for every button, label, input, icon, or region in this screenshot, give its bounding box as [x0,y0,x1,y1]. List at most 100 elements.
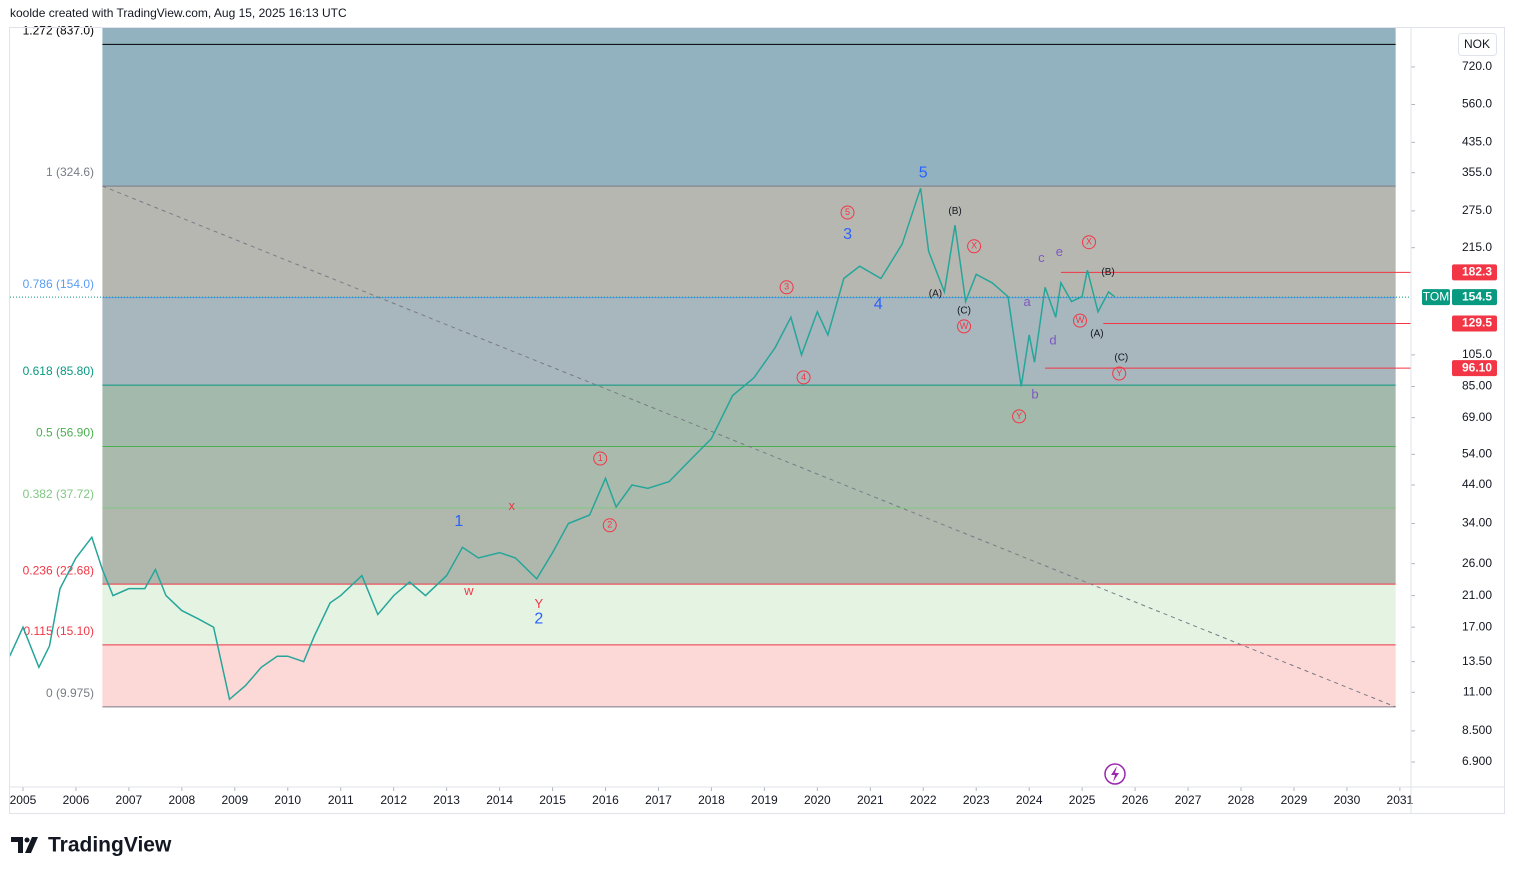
wave-label: 5 [919,164,928,181]
x-tick-label: 2019 [751,793,778,807]
wave-label: e [1056,244,1063,259]
fib-band [102,644,1396,707]
wave-label: w [463,583,474,598]
wave-label: (B) [948,206,961,217]
last-price-label: 154.5 [1462,289,1492,303]
fib-label: 0.618 (85.80) [23,364,94,378]
x-tick-label: 2014 [486,793,513,807]
x-tick-label: 2015 [539,793,566,807]
fib-band [102,28,1396,187]
x-tick-label: 2016 [592,793,619,807]
series-layer [9,187,1116,701]
wave-label: d [1049,333,1056,348]
x-tick-label: 2021 [857,793,884,807]
fib-label: 0.236 (22.68) [23,563,94,577]
wave-circle [957,319,972,334]
wave-label: 3 [784,282,789,292]
logo[interactable] [11,837,38,853]
y-tick-label: 560.0 [1462,97,1492,111]
fib-band [102,186,1396,298]
price-tag [1452,264,1497,281]
currency-box[interactable] [1458,33,1497,56]
wave-circle [840,205,855,220]
last-price-tag [1452,289,1497,306]
y-tick-label: 17.00 [1462,619,1492,633]
ticker: TOM [1423,289,1449,303]
price-tag [1452,360,1497,377]
wave-label: W [1076,315,1085,325]
y-tick-label: 8.500 [1462,723,1492,737]
x-tick-label: 2011 [328,793,354,807]
y-tick-label: 275.0 [1462,203,1492,217]
y-tick-label: 6.900 [1462,754,1492,768]
wave-circle [593,451,608,466]
x-tick-label: 2007 [116,793,143,807]
x-tick-label: 2008 [168,793,195,807]
price-tag-label: 96.10 [1462,360,1492,374]
x-tick-label: 2009 [221,793,248,807]
wave-label: Y [1016,411,1022,421]
y-tick-label: 105.0 [1462,347,1492,361]
wave-circle [796,370,811,385]
fib-trend-line [102,185,1396,708]
y-tick-label: 355.0 [1462,165,1492,179]
fib-label: 1.272 (837.0) [23,24,94,38]
brand[interactable]: TradingView [48,834,172,857]
y-tick-label: 34.00 [1462,516,1492,530]
x-tick-label: 2030 [1334,793,1361,807]
x-tick-label: 2024 [1016,793,1043,807]
wave-circle [1012,409,1027,424]
y-tick-label: 435.0 [1462,134,1492,148]
x-tick-label: 2027 [1175,793,1202,807]
y-tick-label: 54.00 [1462,447,1492,461]
wave-label: 2 [534,611,543,628]
wave-circle [779,280,794,295]
currency[interactable]: NOK [1464,37,1490,51]
fib-band [102,446,1396,508]
header: koolde created with TradingView.com, Aug… [10,6,347,20]
lightning-icon[interactable] [1104,763,1126,785]
wave-label: x [509,498,516,513]
wave-label: (C) [957,305,971,316]
x-tick-label: 2023 [963,793,990,807]
y-tick-label: 21.00 [1462,588,1492,602]
x-tick-label: 2006 [63,793,90,807]
fib-label: 0.382 (37.72) [23,487,94,501]
x-tick-label: 2029 [1281,793,1308,807]
wave-circle [967,239,982,254]
wave-label: 4 [801,372,806,382]
y-tick-label: 13.50 [1462,654,1492,668]
y-tick-label: 85.00 [1462,379,1492,393]
x-tick-label: 2026 [1122,793,1149,807]
wave-circle [602,518,617,533]
y-tick-label: 44.00 [1462,477,1492,491]
price-tag-label: 182.3 [1462,265,1492,279]
fib-label: 1 (324.6) [46,165,94,179]
price-tag-label: 129.5 [1462,316,1492,330]
x-tick-label: 2018 [698,793,725,807]
fib-band [102,385,1396,447]
fib-label: 0.5 (56.90) [36,426,94,440]
price-line [9,187,1116,701]
y-tick-label: 11.00 [1463,684,1492,698]
price-tag [1452,315,1497,332]
wave-label: W [960,321,969,331]
fib-label: 0 (9.975) [46,686,94,700]
x-tick-label: 2031 [1387,793,1414,807]
wave-label: 1 [598,453,603,463]
x-tick-label: 2010 [274,793,301,807]
wave-label: (B) [1101,267,1114,278]
wave-label: c [1038,250,1045,265]
x-tick-label: 2005 [10,793,37,807]
wave-circle [1112,366,1127,381]
y-tick-label: 26.00 [1462,556,1492,570]
x-tick-label: 2017 [645,793,672,807]
wave-label: (C) [1114,352,1128,363]
fib-band [102,507,1396,585]
bands-layer [102,28,1396,707]
wave-label: b [1031,387,1038,402]
fib-label: 0.786 (154.0) [23,277,94,291]
axis-layer: 182.3 129.5 96.10 6.900 8.500 11.00 13.50 17.00… [10,59,1497,807]
